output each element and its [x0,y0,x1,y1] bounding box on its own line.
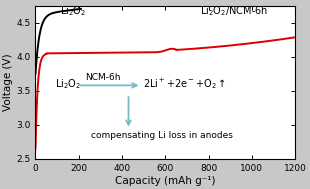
Text: $\mathrm{Li_2O_2}$/NCM-6h: $\mathrm{Li_2O_2}$/NCM-6h [200,5,268,18]
Text: $\mathrm{Li_2O_2}$: $\mathrm{Li_2O_2}$ [55,77,81,91]
Text: NCM-6h: NCM-6h [85,73,120,82]
Y-axis label: Voltage (V): Voltage (V) [3,53,13,111]
X-axis label: Capacity (mAh g⁻¹): Capacity (mAh g⁻¹) [115,176,215,186]
Text: compensating Li loss in anodes: compensating Li loss in anodes [91,132,232,140]
Text: $\mathrm{2Li^+{+}2e^-{+}O_2}$$\uparrow$: $\mathrm{2Li^+{+}2e^-{+}O_2}$$\uparrow$ [143,76,226,91]
Text: $\mathrm{Li_2O_2}$: $\mathrm{Li_2O_2}$ [60,4,86,18]
